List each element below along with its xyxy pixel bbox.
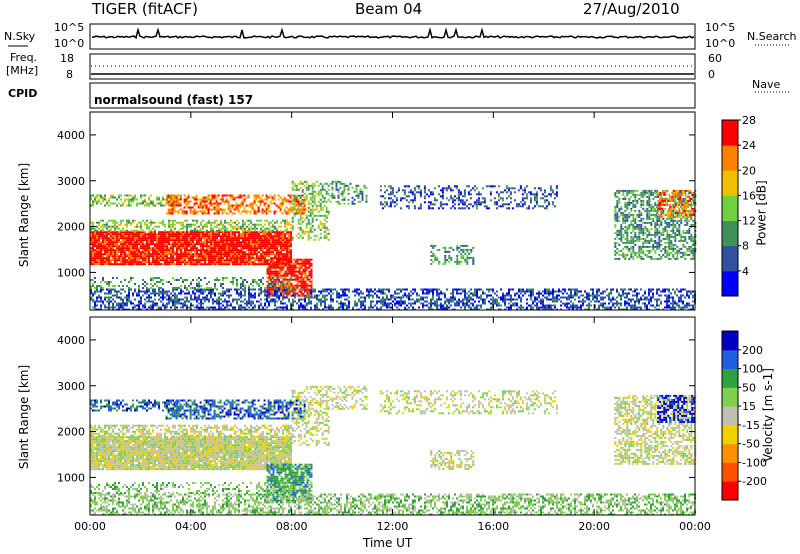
velocity-y-ticks: 1000 2000 3000 4000 [57,334,695,484]
x-tick-label: 20:00 [578,520,610,533]
station-title: TIGER (fitACF) [92,0,199,18]
noise-line [91,27,695,40]
freq-tick-top: 18 [60,52,74,65]
colorbar-segment [722,349,738,370]
colorbar-frame [721,330,739,501]
y-tick-label: 4000 [57,129,85,142]
y-tick-label: 2000 [57,221,85,234]
power-colorbar-label: Power [dB] [754,180,769,246]
colorbar-tick-label: 200 [742,344,763,357]
colorbar-segment [722,195,738,222]
colorbar-segment [722,170,738,196]
colorbar-segment [722,462,738,482]
colorbar-tick-label: 50 [742,381,756,394]
y-tick-label: 1000 [57,471,85,484]
colorbar-frame [721,119,739,297]
freq-label: Freq. [10,51,38,64]
nave-label: Nave [752,78,781,91]
x-axis-label: Time UT [363,536,413,550]
noise-panel [89,23,696,50]
colorbar-segment [722,406,738,426]
colorbar-tick-label: 20 [742,164,756,177]
colorbar-segment [722,331,738,351]
colorbar-tick-label: 24 [742,139,756,152]
colorbar-segment [722,220,738,247]
freq-unit-label: [MHz] [6,64,39,77]
beam-title: Beam 04 [355,0,423,18]
x-tick-label: 08:00 [276,520,308,533]
velocity-ylabel: Slant Range [km] [17,364,32,470]
colorbar-tick-label: 28 [742,114,756,127]
velocity-colorbar: 200 100 50 15 -15 -50 -100 -200 [721,330,767,501]
x-tick-label: 04:00 [175,520,207,533]
nsearch-label: N.Search [747,30,797,43]
velocity-heatmap [90,385,697,516]
noise-tick-left-bottom: 10^0 [54,37,85,50]
noise-tick-right-top: 10^5 [705,21,736,34]
colorbar-tick-label: 15 [742,400,756,413]
y-tick-label: 3000 [57,380,85,393]
colorbar-segment [722,270,738,297]
x-tick-label: 12:00 [377,520,409,533]
colorbar-segment [722,120,738,146]
colorbar-segment [722,443,738,463]
colorbar-tick-label: 4 [742,265,749,278]
colorbar-segment [722,245,738,272]
power-ylabel: Slant Range [km] [17,162,32,268]
colorbar-tick-label: 100 [742,363,763,376]
x-ticks: 00:00 04:00 08:00 12:00 16:00 20:00 00:00 [74,112,711,533]
power-heatmap [90,180,697,311]
colorbar-segment [722,387,738,407]
date-title: 27/Aug/2010 [583,0,680,18]
nave-tick-bottom: 0 [708,68,715,81]
noise-tick-left-top: 10^5 [54,21,85,34]
power-y-ticks: 1000 2000 3000 4000 [57,129,695,279]
x-tick-label: 00:00 [679,520,711,533]
freq-tick-bottom: 8 [66,68,73,81]
colorbar-tick-label: -200 [742,475,767,488]
cpid-label: CPID [8,87,38,100]
colorbar-tick-label: 16 [742,189,756,202]
y-tick-label: 1000 [57,266,85,279]
noise-tick-right-bottom: 10^0 [705,37,736,50]
x-tick-label: 16:00 [477,520,509,533]
colorbar-segment [722,424,738,445]
y-tick-label: 2000 [57,426,85,439]
y-tick-label: 4000 [57,334,85,347]
power-colorbar: 4 8 12 16 20 24 28 [721,114,756,297]
colorbar-tick-label: -50 [742,438,760,451]
colorbar-tick-label: 8 [742,240,749,253]
colorbar-segment [722,145,738,171]
colorbar-tick-label: 12 [742,215,756,228]
colorbar-tick-label: -100 [742,456,767,469]
colorbar-tick-label: -15 [742,419,760,432]
colorbar-segment [722,368,738,388]
power-panel [89,111,696,311]
cpid-panel [89,82,696,109]
nave-tick-top: 60 [708,52,722,65]
x-tick-label: 00:00 [74,520,106,533]
velocity-colorbar-label: Velocity [m s-1] [760,368,775,462]
nsky-label: N.Sky [4,30,36,43]
colorbar-segment [722,481,738,501]
cpid-text: normalsound (fast) 157 [94,93,254,107]
freq-panel [89,53,696,80]
y-tick-label: 3000 [57,175,85,188]
